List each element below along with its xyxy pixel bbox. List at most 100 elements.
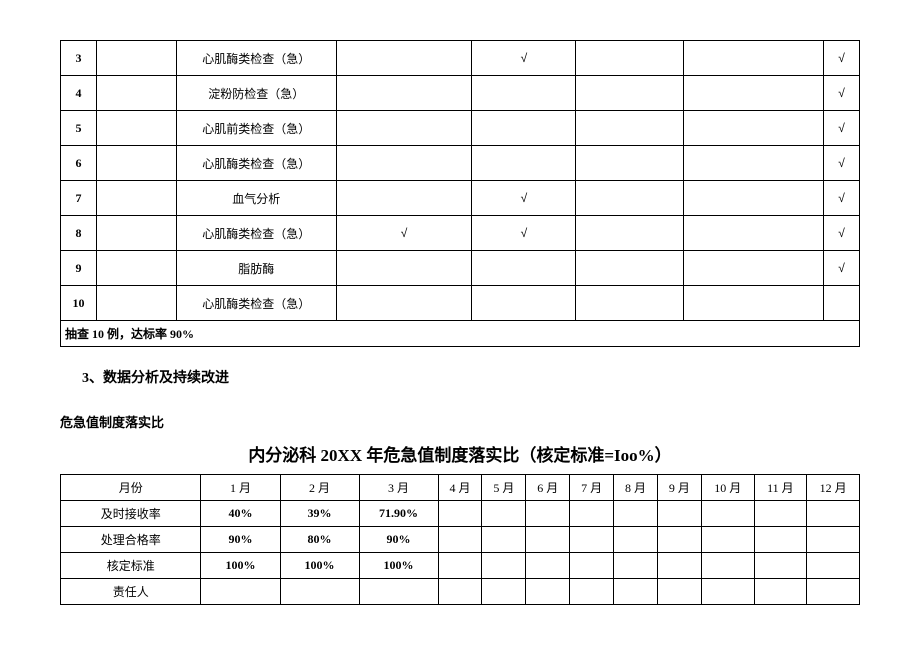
check-cell: √ <box>824 41 860 76</box>
row-label: 处理合格率 <box>61 527 201 553</box>
data-row: 处理合格率 90% 80% 90% <box>61 527 860 553</box>
header-label: 月份 <box>61 475 201 501</box>
data-cell: 40% <box>201 501 280 527</box>
empty-cell <box>701 501 754 527</box>
empty-cell <box>657 553 701 579</box>
empty-cell <box>614 527 658 553</box>
month-header: 7 月 <box>570 475 614 501</box>
check-cell <box>336 251 472 286</box>
month-header: 9 月 <box>657 475 701 501</box>
row-number: 10 <box>61 286 97 321</box>
month-header: 11 月 <box>754 475 807 501</box>
empty-cell <box>807 579 860 605</box>
empty-cell <box>754 501 807 527</box>
row-number: 5 <box>61 111 97 146</box>
check-cell <box>576 216 684 251</box>
empty-cell <box>438 553 482 579</box>
empty-cell <box>526 527 570 553</box>
empty-cell <box>482 501 526 527</box>
exam-name: 心肌酶类检查（急） <box>176 146 336 181</box>
check-cell <box>336 76 472 111</box>
data-row: 及时接收率 40% 39% 71.90% <box>61 501 860 527</box>
blank-cell <box>96 111 176 146</box>
check-cell <box>472 111 576 146</box>
check-cell <box>684 251 824 286</box>
row-number: 8 <box>61 216 97 251</box>
empty-cell <box>570 579 614 605</box>
exam-name: 心肌酶类检查（急） <box>176 216 336 251</box>
data-row: 责任人 <box>61 579 860 605</box>
data-cell: 90% <box>201 527 280 553</box>
row-label: 责任人 <box>61 579 201 605</box>
exam-name: 淀粉防检查（急） <box>176 76 336 111</box>
check-cell <box>336 286 472 321</box>
exam-table: 3 心肌酶类检查（急） √ √ 4 淀粉防检查（急） √ 5 心肌前类检查（急）… <box>60 40 860 347</box>
empty-cell <box>657 527 701 553</box>
check-cell <box>576 181 684 216</box>
exam-name: 血气分析 <box>176 181 336 216</box>
empty-cell <box>807 527 860 553</box>
summary-text: 抽查 10 例，达标率 90% <box>61 321 860 347</box>
data-cell <box>359 579 438 605</box>
data-cell <box>280 579 359 605</box>
table-row: 6 心肌酶类检查（急） √ <box>61 146 860 181</box>
empty-cell <box>614 501 658 527</box>
month-header: 4 月 <box>438 475 482 501</box>
header-row: 月份 1 月 2 月 3 月 4 月 5 月 6 月 7 月 8 月 9 月 1… <box>61 475 860 501</box>
check-cell <box>576 41 684 76</box>
month-header: 3 月 <box>359 475 438 501</box>
table-row: 3 心肌酶类检查（急） √ √ <box>61 41 860 76</box>
check-cell <box>684 76 824 111</box>
empty-cell <box>807 501 860 527</box>
data-cell: 80% <box>280 527 359 553</box>
section-heading: 3、数据分析及持续改进 <box>60 367 860 387</box>
check-cell <box>336 111 472 146</box>
data-cell: 71.90% <box>359 501 438 527</box>
check-cell <box>684 181 824 216</box>
month-header: 10 月 <box>701 475 754 501</box>
month-header: 5 月 <box>482 475 526 501</box>
data-row: 核定标准 100% 100% 100% <box>61 553 860 579</box>
empty-cell <box>570 553 614 579</box>
data-cell: 100% <box>359 553 438 579</box>
data-cell: 90% <box>359 527 438 553</box>
empty-cell <box>754 553 807 579</box>
blank-cell <box>96 41 176 76</box>
blank-cell <box>96 216 176 251</box>
empty-cell <box>526 579 570 605</box>
table-title: 内分泌科 20XX 年危急值制度落实比（核定标准=Ioo%） <box>60 441 860 466</box>
month-header: 2 月 <box>280 475 359 501</box>
check-cell <box>472 251 576 286</box>
table-row: 8 心肌酶类检查（急） √ √ √ <box>61 216 860 251</box>
blank-cell <box>96 146 176 181</box>
check-cell <box>336 146 472 181</box>
row-number: 4 <box>61 76 97 111</box>
row-label: 及时接收率 <box>61 501 201 527</box>
blank-cell <box>96 286 176 321</box>
row-number: 9 <box>61 251 97 286</box>
check-cell: √ <box>336 216 472 251</box>
check-cell <box>576 146 684 181</box>
check-cell <box>472 286 576 321</box>
check-cell <box>684 41 824 76</box>
empty-cell <box>657 579 701 605</box>
month-header: 8 月 <box>614 475 658 501</box>
empty-cell <box>754 527 807 553</box>
check-cell <box>472 76 576 111</box>
data-cell: 100% <box>280 553 359 579</box>
check-cell: √ <box>824 111 860 146</box>
empty-cell <box>701 579 754 605</box>
blank-cell <box>96 76 176 111</box>
check-cell <box>576 286 684 321</box>
empty-cell <box>657 501 701 527</box>
check-cell: √ <box>824 181 860 216</box>
check-cell: √ <box>824 76 860 111</box>
check-cell: √ <box>824 146 860 181</box>
month-header: 1 月 <box>201 475 280 501</box>
empty-cell <box>807 553 860 579</box>
row-number: 6 <box>61 146 97 181</box>
check-cell <box>684 111 824 146</box>
empty-cell <box>482 527 526 553</box>
sub-heading: 危急值制度落实比 <box>60 412 860 431</box>
summary-row: 抽查 10 例，达标率 90% <box>61 321 860 347</box>
